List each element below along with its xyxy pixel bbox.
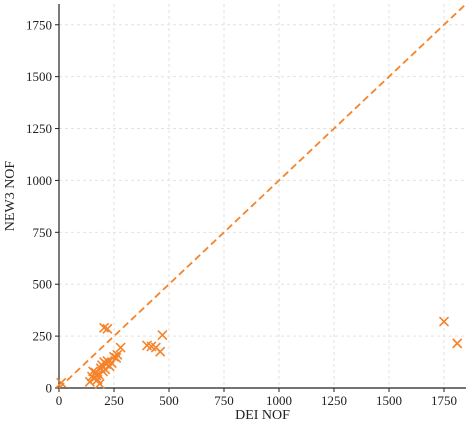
y-tick-label: 1500	[26, 69, 52, 84]
grid	[59, 4, 466, 388]
data-point	[155, 346, 166, 357]
y-tick-label: 1000	[26, 173, 52, 188]
data-point	[99, 322, 110, 333]
data-point	[115, 342, 126, 353]
y-tick-label: 1750	[26, 17, 52, 32]
axis-ticks: 0 250 500 750 1000 1250 1500 1750 0 250 500 750 1000…	[26, 17, 457, 408]
data-point	[56, 377, 67, 388]
x-axis-label: DEI NOF	[235, 408, 290, 423]
data-point	[94, 378, 105, 389]
data-point	[112, 349, 123, 360]
x-tick-label: 750	[214, 393, 234, 408]
data-point	[452, 338, 463, 349]
data-point	[102, 323, 113, 334]
y-tick-label: 250	[33, 329, 53, 344]
reference-diagonal-line	[58, 3, 467, 389]
x-tick-label: 1750	[431, 393, 457, 408]
data-points	[56, 316, 463, 389]
y-tick-label: 0	[46, 381, 53, 396]
y-tick-label: 750	[33, 225, 53, 240]
data-point	[93, 369, 104, 380]
data-point	[157, 330, 168, 341]
data-point	[111, 352, 122, 363]
x-tick-label: 1250	[321, 393, 347, 408]
y-axis-label: NEW3 NOF	[3, 161, 18, 232]
y-tick-label: 500	[33, 277, 53, 292]
x-tick-label: 1500	[376, 393, 402, 408]
x-tick-label: 1000	[266, 393, 292, 408]
y-tick-label: 1250	[26, 121, 52, 136]
data-point	[438, 316, 450, 327]
x-tick-label: 500	[159, 393, 179, 408]
x-tick-label: 0	[56, 393, 63, 408]
x-tick-label: 250	[104, 393, 124, 408]
